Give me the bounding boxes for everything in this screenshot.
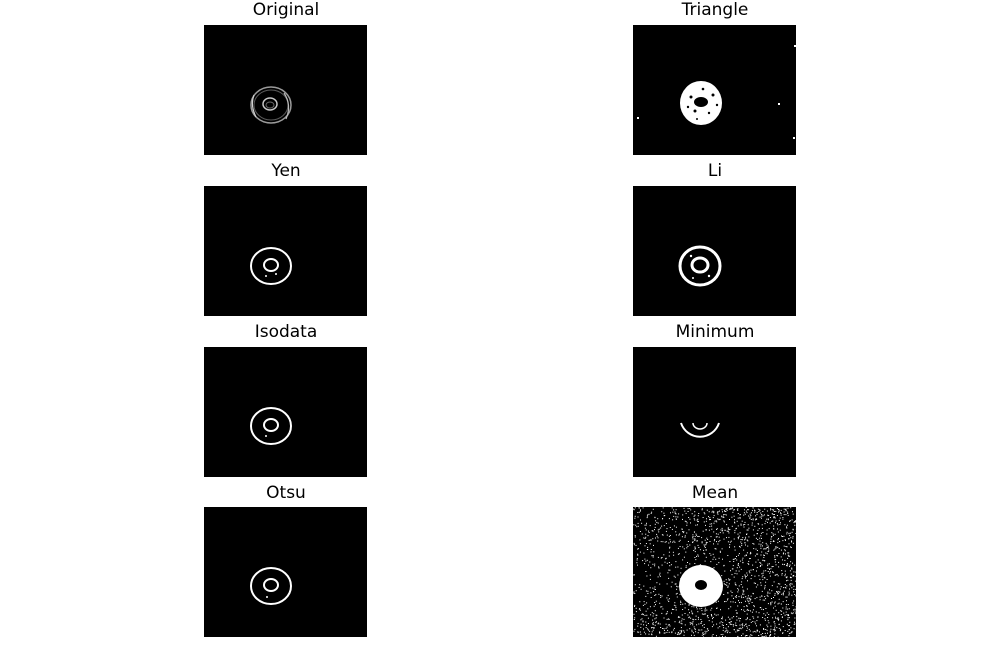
panel-title-minimum: Minimum	[675, 322, 755, 342]
isodata-image	[204, 347, 367, 477]
mean-image	[633, 507, 796, 637]
panel-title-yen: Yen	[271, 161, 301, 181]
panel-title-original: Original	[252, 0, 320, 20]
triangle-image	[633, 25, 796, 155]
original-image	[204, 25, 367, 155]
yen-image	[204, 186, 367, 316]
panel-title-li: Li	[707, 161, 723, 181]
minimum-image	[633, 347, 796, 477]
panel-title-triangle: Triangle	[681, 0, 749, 20]
panel-title-isodata: Isodata	[254, 322, 318, 342]
panel-title-otsu: Otsu	[266, 483, 306, 503]
li-image	[633, 186, 796, 316]
otsu-image	[204, 507, 367, 637]
panel-title-mean: Mean	[691, 483, 739, 503]
